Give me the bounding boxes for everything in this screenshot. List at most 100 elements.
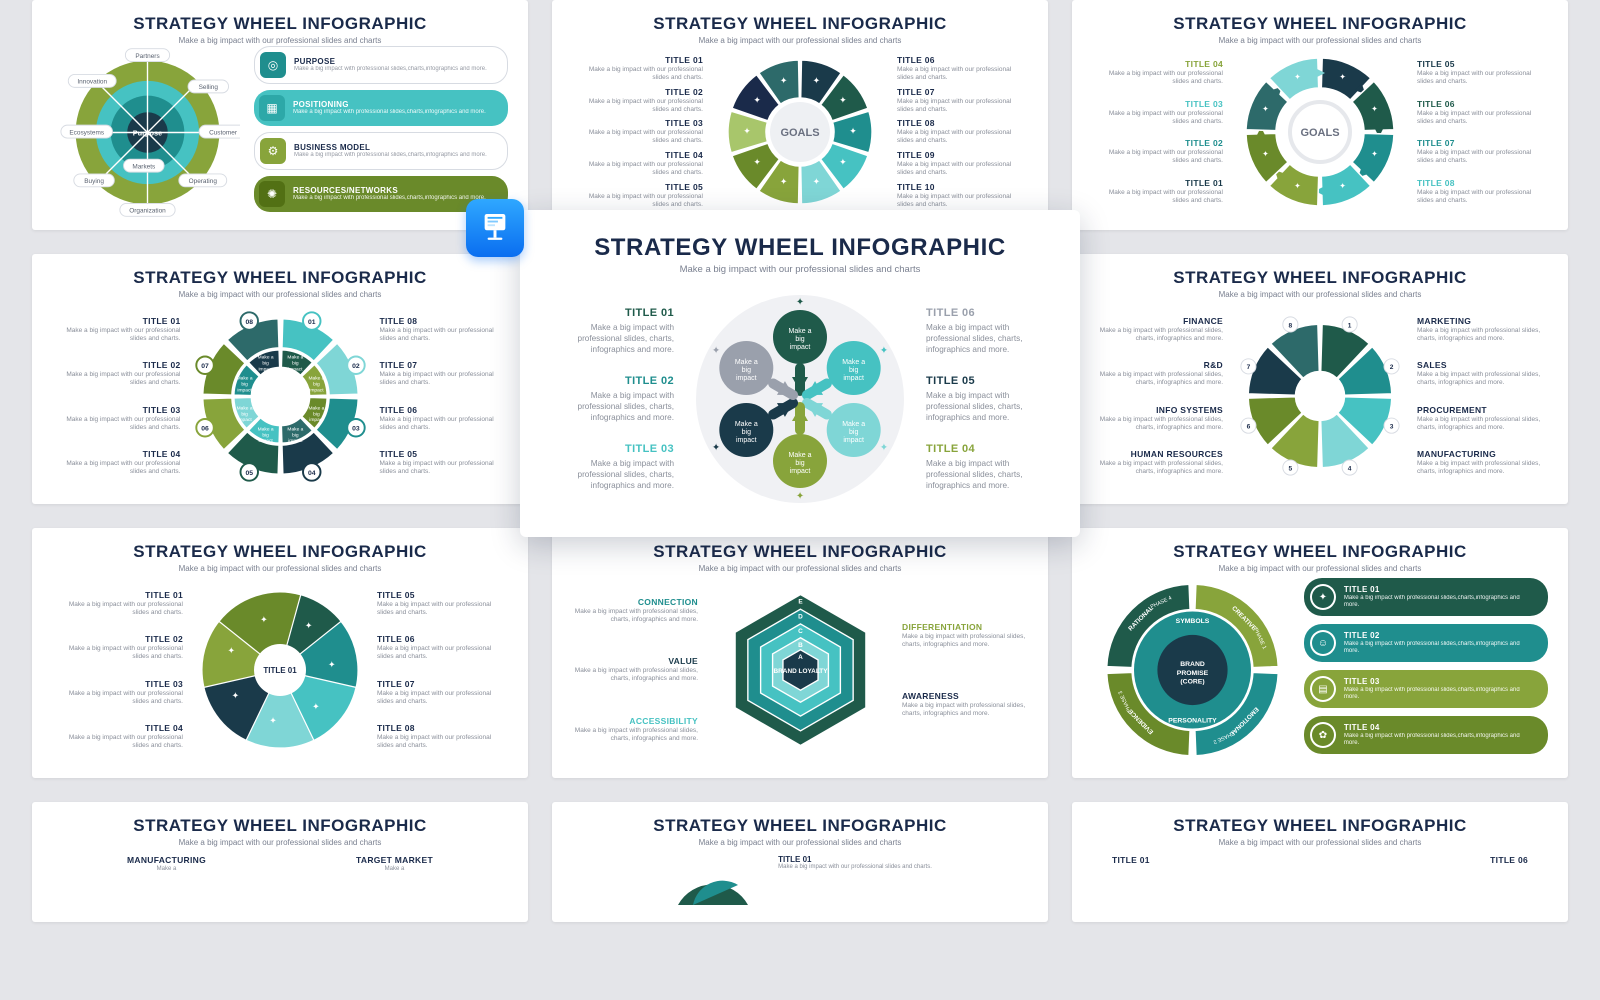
slide-subtitle: Make a big impact with our professional … (52, 290, 508, 299)
slide-title: STRATEGY WHEEL INFOGRAPHIC (52, 14, 508, 34)
svg-text:✦: ✦ (813, 76, 821, 86)
svg-text:BRAND: BRAND (1180, 661, 1205, 668)
slide-title: STRATEGY WHEEL INFOGRAPHIC (52, 268, 508, 288)
svg-text:C: C (798, 628, 803, 635)
wheel-1: Purpose Partners Selling Customer (52, 53, 242, 211)
slide-title: STRATEGY WHEEL INFOGRAPHIC (572, 542, 1028, 562)
slide-title: STRATEGY WHEEL INFOGRAPHIC (572, 14, 1028, 34)
svg-text:02: 02 (352, 363, 360, 370)
gear-icon: ⚙ (260, 138, 286, 164)
slide-title: STRATEGY WHEEL INFOGRAPHIC (52, 816, 508, 836)
slide-subtitle: Make a big impact with our professional … (1092, 290, 1548, 299)
slide-title: STRATEGY WHEEL INFOGRAPHIC (572, 816, 1028, 836)
featured-wheel: Make abigimpact✦Make abigimpact✦Make abi… (690, 289, 910, 509)
svg-text:✦: ✦ (780, 76, 788, 86)
svg-text:✦: ✦ (228, 646, 236, 656)
slide-title: STRATEGY WHEEL INFOGRAPHIC (1092, 542, 1548, 562)
slide-subtitle: Make a big impact with our professional … (1092, 36, 1548, 45)
svg-text:✦: ✦ (796, 491, 804, 502)
svg-text:TITLE 01: TITLE 01 (263, 666, 297, 675)
svg-text:✦: ✦ (1294, 182, 1301, 191)
brain-icon: ✿ (1310, 722, 1336, 748)
svg-text:✦: ✦ (1339, 182, 1346, 191)
svg-text:✦: ✦ (743, 126, 751, 136)
slide-1: STRATEGY WHEEL INFOGRAPHIC Make a big im… (32, 0, 528, 230)
svg-text:Organization: Organization (129, 207, 166, 214)
svg-text:✦: ✦ (753, 157, 761, 167)
svg-text:✦: ✦ (880, 346, 888, 357)
svg-text:Customer: Customer (209, 129, 238, 136)
svg-text:01: 01 (307, 318, 315, 325)
s2-t1: TITLE 01Make a big impact with our profe… (572, 55, 703, 82)
brand-pill-2: ☺ TITLE 02Make a big impact with profess… (1304, 624, 1548, 662)
doc-icon: ▤ (1310, 676, 1336, 702)
slide-12-partial: STRATEGY WHEEL INFOGRAPHIC Make a big im… (1072, 802, 1568, 922)
pill-business-model: ⚙ BUSINESS MODELMake a big impact with p… (254, 132, 508, 170)
slide-11-partial: STRATEGY WHEEL INFOGRAPHIC Make a big im… (552, 802, 1048, 922)
slide-subtitle: Make a big impact with our professional … (1092, 838, 1548, 847)
network-icon: ✺ (259, 181, 285, 207)
featured-slide: STRATEGY WHEEL INFOGRAPHIC Make a big im… (520, 210, 1080, 537)
slide-subtitle: Make a big impact with our professional … (572, 564, 1028, 573)
svg-text:✦: ✦ (780, 176, 788, 186)
svg-text:✦: ✦ (839, 95, 847, 105)
svg-text:Innovation: Innovation (77, 78, 107, 85)
svg-text:B: B (798, 642, 803, 649)
svg-text:1: 1 (1348, 322, 1352, 329)
svg-text:✦: ✦ (305, 621, 313, 631)
wheel-decagon: ✦✦✦✦✦✦✦✦✦✦ GOALS (715, 53, 885, 211)
chart-icon: ▦ (259, 95, 285, 121)
slide-3: STRATEGY WHEEL INFOGRAPHIC Make a big im… (1072, 0, 1568, 230)
svg-text:✦: ✦ (269, 716, 277, 726)
pill-positioning: ▦ POSITIONINGMake a big impact with prof… (254, 90, 508, 126)
svg-text:08: 08 (245, 318, 253, 325)
wheel-aperture: ✦ ✦ ✦ ✦ ✦ ✦ ✦ TITLE 01 (195, 581, 365, 759)
svg-text:✦: ✦ (712, 346, 720, 357)
svg-text:✦: ✦ (312, 702, 320, 712)
svg-text:✦: ✦ (849, 126, 857, 136)
slide-7: STRATEGY WHEEL INFOGRAPHIC Make a big im… (32, 528, 528, 778)
slide-title: STRATEGY WHEEL INFOGRAPHIC (1092, 816, 1548, 836)
svg-text:D: D (798, 613, 803, 620)
svg-text:(CORE): (CORE) (1180, 679, 1204, 686)
svg-text:2: 2 (1390, 364, 1394, 371)
brand-pill-3: ▤ TITLE 03Make a big impact with profess… (1304, 670, 1548, 708)
svg-text:✦: ✦ (753, 95, 761, 105)
svg-text:E: E (798, 599, 803, 606)
slide-4: STRATEGY WHEEL INFOGRAPHIC Make a big im… (32, 254, 528, 504)
svg-text:✦: ✦ (260, 615, 268, 625)
svg-text:✦: ✦ (796, 297, 804, 308)
svg-text:3: 3 (1390, 423, 1394, 430)
slide-9: STRATEGY WHEEL INFOGRAPHIC Make a big im… (1072, 528, 1568, 778)
target-icon: ◎ (260, 52, 286, 78)
svg-text:A: A (798, 654, 803, 661)
svg-text:✦: ✦ (1371, 150, 1378, 159)
svg-text:✦: ✦ (1262, 104, 1269, 113)
svg-text:7: 7 (1247, 364, 1251, 371)
svg-text:4: 4 (1348, 465, 1352, 472)
wheel-numbered: 12345678 (1235, 307, 1405, 485)
featured-item-1: TITLE 01Make a big impact with professio… (548, 307, 674, 355)
wheel-arrows: ✦✦✦✦✦✦✦✦ GOALS (1235, 53, 1405, 211)
featured-subtitle: Make a big impact with our professional … (548, 264, 1052, 275)
svg-text:Markets: Markets (132, 163, 155, 170)
svg-text:Selling: Selling (198, 84, 218, 91)
svg-text:GOALS: GOALS (780, 127, 819, 139)
svg-text:✦: ✦ (328, 659, 336, 669)
slide-title: STRATEGY WHEEL INFOGRAPHIC (52, 542, 508, 562)
svg-text:05: 05 (245, 469, 253, 476)
svg-text:03: 03 (352, 425, 360, 432)
svg-text:✦: ✦ (712, 443, 720, 454)
slide-6: STRATEGY WHEEL INFOGRAPHIC Make a big im… (1072, 254, 1568, 504)
brand-pill-4: ✿ TITLE 04Make a big impact with profess… (1304, 716, 1548, 754)
pill-purpose: ◎ PURPOSEMake a big impact with professi… (254, 46, 508, 84)
svg-text:07: 07 (201, 363, 209, 370)
wheel-donut8: 01Make abigimpact02Make abigimpact03Make… (193, 307, 368, 485)
svg-text:SYMBOLS: SYMBOLS (1175, 618, 1209, 625)
svg-text:Operating: Operating (188, 178, 217, 185)
svg-text:BRAND LOYALTY: BRAND LOYALTY (773, 668, 828, 675)
slide-subtitle: Make a big impact with our professional … (572, 838, 1028, 847)
svg-text:✦: ✦ (1294, 72, 1301, 81)
svg-text:✦: ✦ (232, 691, 240, 701)
slide-title: STRATEGY WHEEL INFOGRAPHIC (1092, 14, 1548, 34)
